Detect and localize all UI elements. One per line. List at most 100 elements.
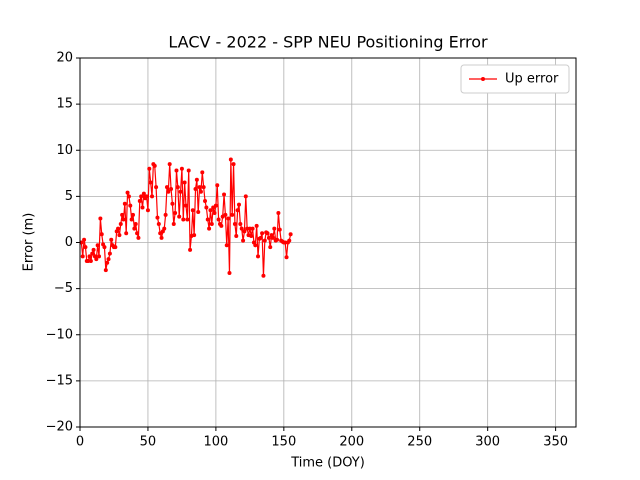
- legend-box: [460, 64, 570, 94]
- data-point: [145, 208, 150, 213]
- data-point: [80, 254, 85, 259]
- data-point: [200, 170, 205, 175]
- data-point: [121, 217, 126, 222]
- y-tick-label: −20: [46, 420, 73, 435]
- data-point: [213, 203, 218, 208]
- data-point: [186, 168, 191, 173]
- data-point: [183, 203, 188, 208]
- data-point: [82, 237, 87, 242]
- data-point: [179, 166, 184, 171]
- data-point: [193, 186, 198, 191]
- data-point: [88, 258, 93, 263]
- data-point: [91, 247, 96, 252]
- chart-title: LACV - 2022 - SPP NEU Positioning Error: [168, 33, 488, 52]
- data-point: [234, 234, 239, 239]
- data-point: [243, 194, 248, 199]
- data-point: [113, 245, 118, 250]
- y-tick-label: 20: [56, 51, 73, 66]
- x-tick-label: 300: [475, 435, 500, 450]
- data-point: [287, 238, 292, 243]
- y-tick-label: −15: [46, 373, 73, 388]
- data-point: [116, 226, 121, 231]
- data-point: [239, 226, 244, 231]
- data-point: [171, 222, 176, 227]
- data-point: [154, 185, 159, 190]
- data-point: [224, 243, 229, 248]
- data-point: [223, 212, 228, 217]
- data-point: [132, 226, 137, 231]
- data-point: [192, 233, 197, 238]
- data-point: [97, 254, 102, 259]
- data-point: [120, 212, 125, 217]
- data-point: [216, 217, 221, 222]
- data-point: [159, 235, 164, 240]
- data-point: [174, 168, 179, 173]
- data-point: [137, 198, 142, 203]
- x-tick-label: 50: [140, 435, 157, 450]
- data-point: [90, 251, 95, 256]
- x-tick-label: 100: [203, 435, 228, 450]
- data-point: [139, 194, 144, 199]
- data-point: [125, 190, 130, 195]
- data-point: [130, 212, 135, 217]
- data-point: [253, 243, 258, 248]
- data-point: [188, 247, 193, 252]
- data-point: [238, 222, 243, 227]
- data-point: [260, 231, 265, 236]
- y-tick-label: 15: [56, 97, 73, 112]
- data-point: [215, 183, 220, 188]
- data-point: [87, 254, 92, 259]
- data-point: [99, 232, 104, 237]
- data-point: [135, 231, 140, 236]
- data-point: [190, 208, 195, 213]
- data-point: [249, 234, 254, 239]
- x-axis-label: Time (DOY): [290, 456, 365, 471]
- data-point: [148, 180, 153, 185]
- data-point: [228, 157, 233, 162]
- data-point: [231, 162, 236, 167]
- data-point: [276, 210, 281, 215]
- data-point: [95, 243, 100, 248]
- data-point: [122, 201, 127, 206]
- data-point: [155, 215, 160, 220]
- y-tick-label: 0: [65, 235, 73, 250]
- data-point: [162, 226, 167, 231]
- data-point: [173, 210, 178, 215]
- data-point: [272, 226, 277, 231]
- x-tick-label: 250: [407, 435, 432, 450]
- data-point: [219, 223, 224, 228]
- data-point: [236, 202, 241, 207]
- data-point: [175, 185, 180, 190]
- data-point: [83, 245, 88, 250]
- data-point: [141, 191, 146, 196]
- data-point: [197, 185, 202, 190]
- x-tick-label: 150: [271, 435, 296, 450]
- data-point: [103, 268, 108, 273]
- data-point: [209, 222, 214, 227]
- data-point: [227, 270, 232, 275]
- data-point: [222, 192, 227, 197]
- legend-marker: [481, 77, 485, 81]
- data-point: [241, 238, 246, 243]
- data-point: [126, 194, 131, 199]
- data-point: [98, 216, 103, 221]
- data-point: [265, 231, 270, 236]
- data-point: [94, 257, 99, 262]
- data-point: [185, 217, 190, 222]
- data-point: [232, 222, 237, 227]
- data-point: [150, 194, 155, 199]
- data-point: [254, 223, 259, 228]
- data-point: [147, 166, 152, 171]
- data-point: [277, 227, 282, 232]
- legend-label: Up error: [505, 72, 559, 87]
- data-point: [194, 177, 199, 182]
- data-point: [106, 257, 111, 262]
- data-point: [226, 216, 231, 221]
- data-point: [144, 194, 149, 199]
- x-tick-label: 200: [339, 435, 364, 450]
- data-point: [266, 235, 271, 240]
- y-axis-label: Error (m): [22, 213, 37, 272]
- data-point: [156, 222, 161, 227]
- data-point: [140, 205, 145, 210]
